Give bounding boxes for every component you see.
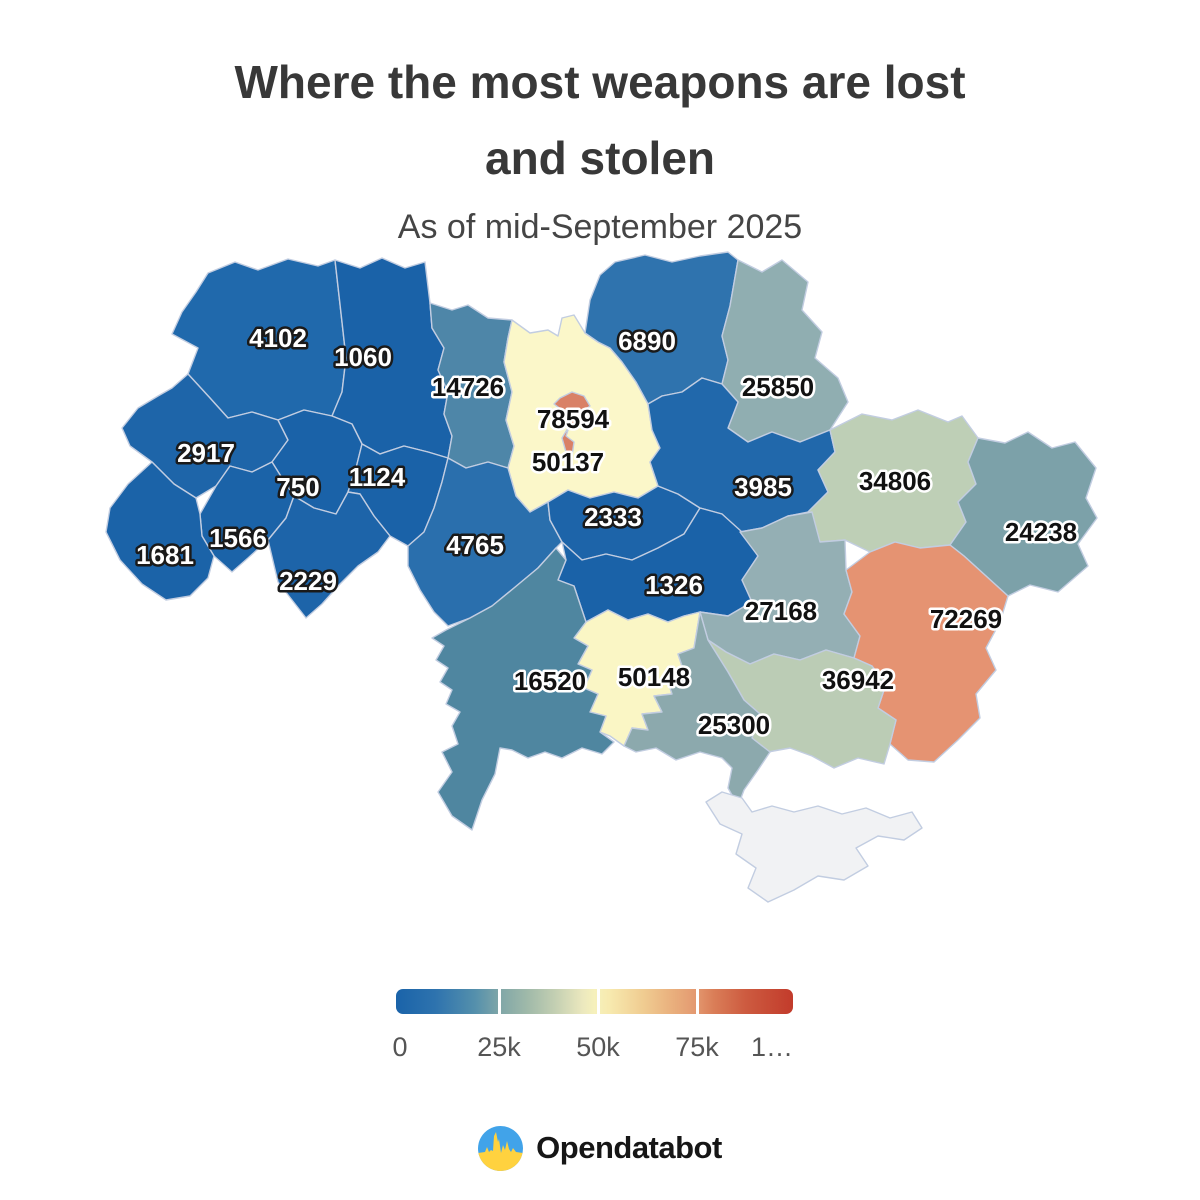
region-crimea[interactable] [705,791,923,903]
footer-brand: Opendatabot [0,1122,1200,1174]
opendatabot-logo-icon [478,1125,524,1171]
region-chernivtsi[interactable] [267,491,391,619]
legend-tick-75k: 75k [675,1032,719,1062]
region-zakarpattia[interactable] [105,461,215,601]
legend-tick-1: 1… [750,1032,794,1062]
region-odesa[interactable] [431,547,615,831]
region-luhansk[interactable] [949,431,1098,597]
title-block: Where the most weapons are lost and stol… [0,44,1200,250]
region-kherson[interactable] [623,611,771,807]
chart-title-line2: and stolen [484,132,716,184]
legend-divider [597,989,600,1014]
region-kharkiv[interactable] [807,409,979,553]
color-scale-legend: 0 25k 50k 75k 1… [392,989,793,1066]
chart-title-line1: Where the most weapons are lost [234,56,966,108]
chart-subtitle: As of mid-September 2025 [397,208,803,246]
region-kyiv-city[interactable] [553,391,591,457]
legend-divider [696,989,699,1014]
legend-tick-0: 0 [392,1032,408,1062]
brand-name: Opendatabot [536,1130,722,1165]
legend-gradient-bar [396,989,793,1014]
region-sumy[interactable] [721,259,849,443]
legend-tick-50k: 50k [576,1032,620,1062]
legend-ticks: 0 25k 50k 75k 1… [392,1032,793,1066]
legend-tick-25k: 25k [477,1032,521,1062]
legend-divider [498,989,501,1014]
